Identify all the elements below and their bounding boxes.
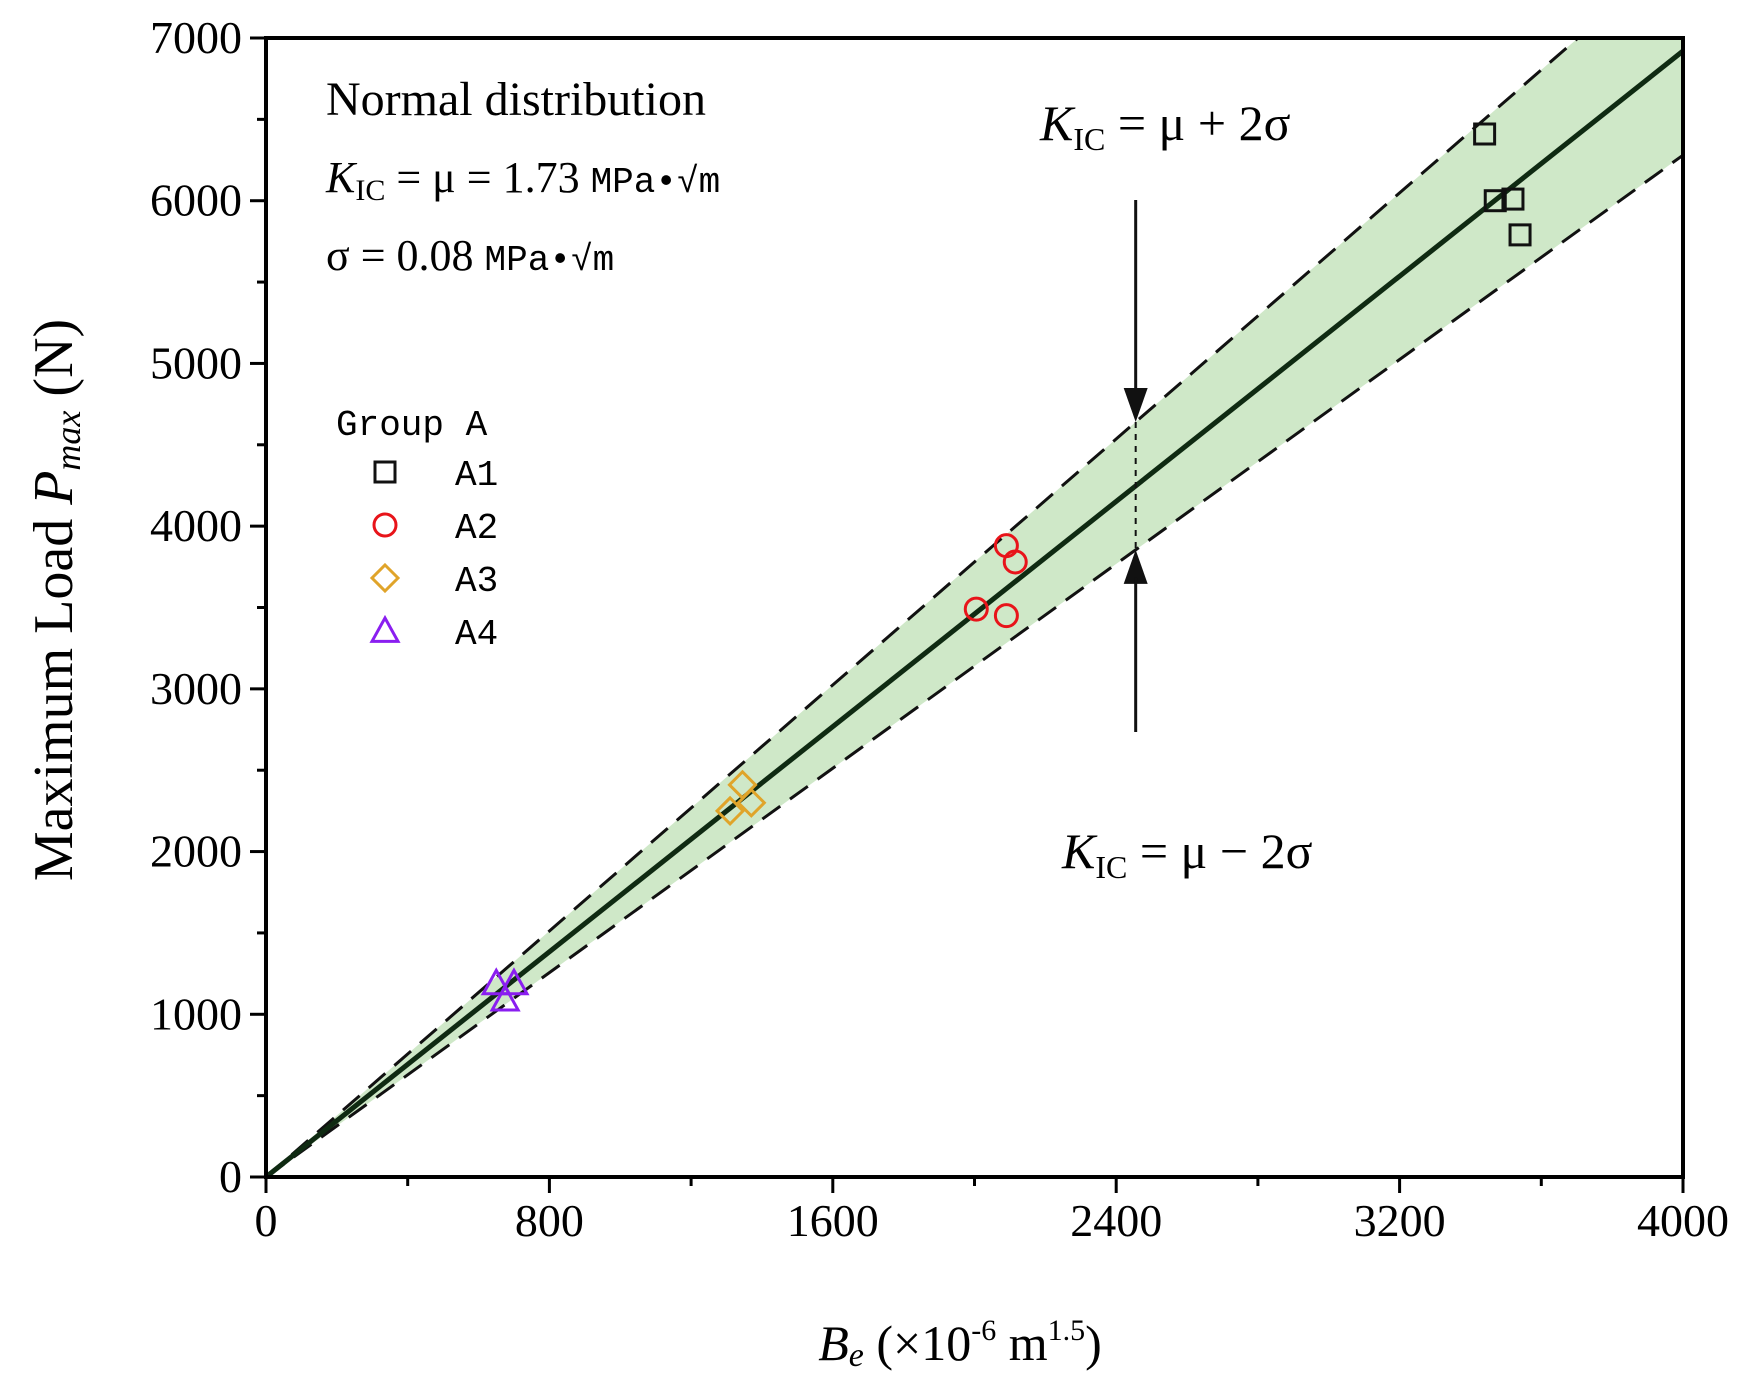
x-tick-label: 3200 [1354, 1195, 1446, 1246]
point-a3-3 [736, 787, 767, 818]
point-a2-4 [993, 603, 1019, 629]
y-tick-label: 7000 [150, 12, 242, 63]
annotation-arrows-layer [1123, 200, 1148, 732]
legend-marker-a1 [373, 460, 397, 484]
upper-bound-label: KIC = μ + 2σ [1039, 95, 1291, 157]
axes-layer: 0 800 1600 2400 3200 4000 0 1000 2000 3000 4000 500… [150, 12, 1729, 1246]
point-a1-2 [1483, 189, 1507, 213]
y-tick-label: 2000 [150, 826, 242, 877]
point-a1-3 [1501, 187, 1525, 211]
lower-bound-label: KIC = μ − 2σ [1061, 823, 1313, 885]
legend-label-a3: A3 [455, 561, 498, 602]
point-a4-2 [498, 967, 530, 996]
point-a4-3 [489, 983, 521, 1012]
point-a1-4 [1508, 223, 1532, 247]
legend-label-a1: A1 [455, 455, 498, 496]
legend-marker-a4 [369, 614, 401, 643]
x-tick-label: 800 [515, 1195, 584, 1246]
y-tick-label: 1000 [150, 988, 242, 1039]
legend-label-a2: A2 [455, 508, 498, 549]
x-tick-label: 4000 [1637, 1195, 1729, 1246]
confidence-band-layer [266, 38, 1683, 1177]
distribution-title: Normal distribution [326, 73, 706, 126]
data-points-layer [480, 122, 1532, 1012]
confidence-band [266, 38, 1683, 1177]
x-tick-label: 0 [255, 1195, 278, 1246]
x-tick-label: 2400 [1070, 1195, 1162, 1246]
y-axis-label: Maximum Load Pmax (N) [23, 319, 88, 881]
lower-arrowhead [1123, 549, 1148, 584]
point-a3-1 [714, 795, 746, 827]
sigma-annotation: σ = 0.08 MPa•√m [326, 231, 614, 281]
x-axis-label: Be (×10-6 m1.5) [818, 1314, 1102, 1374]
legend-entries: A1 A2 A3 A4 [369, 455, 498, 655]
upper-bound-line [265, 36, 1580, 1179]
y-tick-label: 3000 [150, 663, 242, 714]
legend: Group A A1 A2 A3 A4 [336, 405, 498, 655]
y-tick-label: 4000 [150, 500, 242, 551]
legend-title: Group A [336, 405, 488, 446]
legend-marker-a3 [369, 562, 401, 594]
point-a2-1 [963, 596, 989, 622]
point-a4-1 [480, 967, 512, 996]
x-tick-label: 1600 [787, 1195, 879, 1246]
kic-mean-annotation: KIC = μ = 1.73 MPa•√m [325, 153, 720, 207]
y-tick-label: 0 [219, 1151, 242, 1202]
point-a2-3 [1002, 549, 1028, 575]
legend-marker-a2 [372, 512, 398, 538]
point-a1-1 [1473, 122, 1497, 146]
lower-bound-line [265, 153, 1684, 1179]
y-tick-label: 5000 [150, 337, 242, 388]
legend-label-a4: A4 [455, 614, 498, 655]
y-tick-label: 6000 [150, 175, 242, 226]
upper-arrowhead [1123, 388, 1148, 423]
